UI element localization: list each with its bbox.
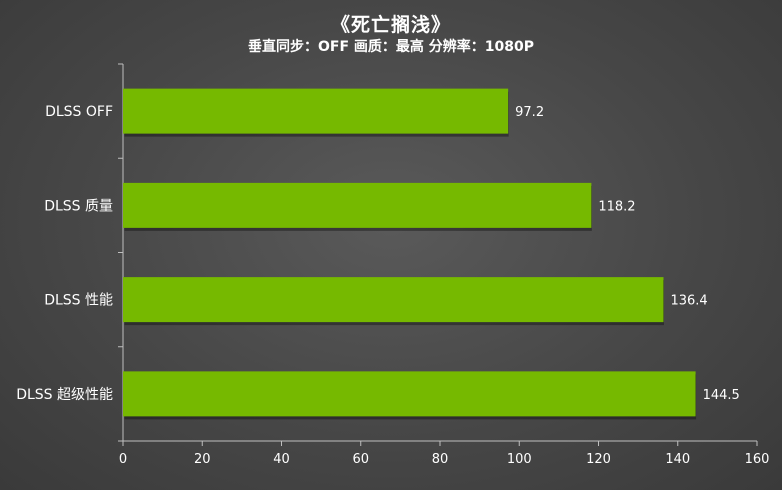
category-label: DLSS 质量 — [44, 198, 113, 214]
value-label: 136.4 — [670, 294, 707, 309]
value-label: 97.2 — [515, 105, 544, 120]
bar — [123, 371, 696, 417]
x-tick-label: 60 — [352, 452, 369, 467]
bar — [123, 182, 592, 228]
x-tick-label: 0 — [119, 452, 127, 467]
x-tick-label: 160 — [745, 452, 770, 467]
category-label: DLSS 超级性能 — [16, 387, 113, 403]
chart-title: 《死亡搁浅》 — [330, 14, 451, 36]
value-label: 144.5 — [703, 388, 740, 403]
bar — [123, 277, 664, 323]
x-tick-label: 120 — [586, 452, 611, 467]
x-tick-label: 100 — [507, 452, 532, 467]
bar — [123, 88, 509, 134]
x-tick-label: 140 — [665, 452, 690, 467]
category-label: DLSS 性能 — [44, 293, 113, 309]
value-label: 118.2 — [598, 199, 635, 214]
x-tick-label: 20 — [194, 452, 211, 467]
x-tick-label: 40 — [273, 452, 290, 467]
x-tick-label: 80 — [432, 452, 449, 467]
chart-subtitle: 垂直同步：OFF 画质：最高 分辨率：1080P — [247, 39, 534, 55]
category-label: DLSS OFF — [45, 104, 113, 120]
